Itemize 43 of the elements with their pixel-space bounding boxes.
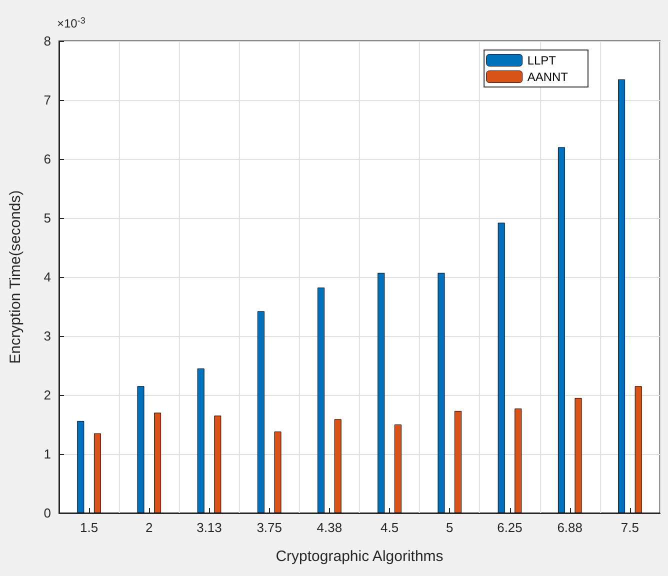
bar: [634, 386, 642, 513]
x-tick-label: 3.75: [256, 520, 282, 535]
x-axis-title: Cryptographic Algorithms: [276, 548, 444, 565]
bar: [438, 272, 445, 513]
x-tick-label: 1.5: [80, 520, 98, 535]
bar: [574, 398, 582, 513]
bar: [454, 410, 462, 513]
y-tick-label: 4: [44, 270, 51, 284]
y-tick-label: 5: [44, 210, 51, 226]
bar: [318, 288, 325, 513]
y-tick-label: 6: [44, 152, 51, 166]
bar: [94, 433, 101, 513]
x-tick-label: 3.13: [196, 520, 222, 535]
y-tick-label: 8: [44, 34, 51, 48]
bar: [274, 432, 282, 513]
bar: [558, 147, 565, 513]
legend-label: AANNT: [527, 70, 569, 84]
y-axis-title: Encryption Time(seconds): [7, 190, 24, 364]
y-tick-label: 3: [44, 328, 51, 344]
bar: [394, 424, 402, 513]
bar: [214, 416, 222, 513]
x-tick-label: 7.5: [620, 520, 639, 535]
x-tick-label: 6.25: [497, 520, 522, 535]
bar: [514, 408, 522, 513]
bar: [498, 222, 505, 513]
bar: [378, 272, 385, 513]
y-tick-label: 0: [44, 506, 51, 520]
bar: [137, 386, 144, 513]
bar: [197, 368, 204, 513]
bar: [154, 412, 162, 513]
bar: [334, 419, 342, 513]
x-tick-label: 2: [146, 520, 153, 535]
y-tick-label: 1: [44, 446, 51, 462]
x-tick-label: 5: [446, 520, 454, 535]
x-tick-label: 4.38: [316, 520, 342, 535]
bar: [257, 311, 264, 513]
legend-label: LLPT: [527, 53, 557, 68]
y-tick-label: 2: [44, 388, 51, 402]
bar: [618, 79, 626, 513]
y-tick-label: 7: [44, 92, 51, 108]
bar: [77, 420, 84, 513]
x-tick-label: 6.88: [557, 520, 583, 535]
x-tick-label: 4.5: [380, 520, 399, 535]
